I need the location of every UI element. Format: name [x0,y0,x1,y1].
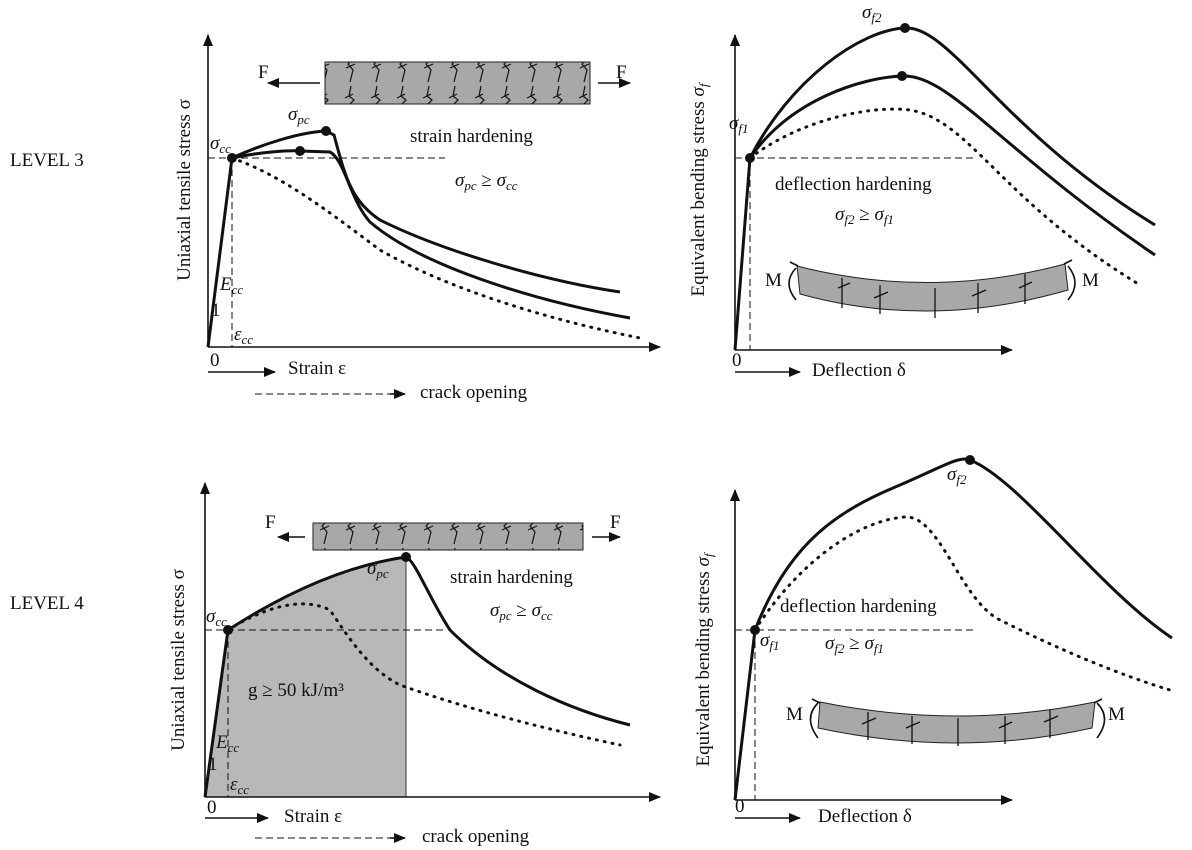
x-axis-label: Deflection δ [818,806,912,827]
point-label: σf1 [729,113,749,136]
bending-panel-level3 [730,23,1156,377]
moment-label: M [1108,704,1125,725]
origin-label: 0 [207,797,217,818]
point-label: σcc [206,606,227,629]
x-axis-label: Strain ε [284,806,342,827]
annotation: g ≥ 50 kJ/m³ [248,680,344,701]
annotation: σf2 ≥ σf1 [825,633,884,656]
point-label: σf2 [947,464,967,487]
x-axis-label: crack opening [420,382,528,403]
tensile-panel-level3 [203,34,661,399]
label: εcc [230,774,249,797]
annotation: σpc ≥ σcc [490,600,553,623]
force-label: F [616,62,627,83]
label: εcc [234,324,253,347]
annotation: deflection hardening [780,596,937,617]
moment-label: M [1082,270,1099,291]
y-axis-label: Equivalent bending stress σf [688,81,711,296]
label: Ecc [219,274,243,297]
y-axis-label: Uniaxial tensile stress σ [168,569,189,751]
x-axis-label: Strain ε [288,358,346,379]
annotation: σpc ≥ σcc [455,170,518,193]
label: 1 [208,754,218,775]
origin-label: 0 [732,350,742,371]
tensile-panel-level4 [200,482,661,843]
force-label: F [265,512,276,533]
level-label: LEVEL 4 [10,593,84,614]
y-axis-label: Equivalent bending stress σf [693,551,716,766]
moment-label: M [765,270,782,291]
annotation: strain hardening [450,567,573,588]
annotation: strain hardening [410,126,533,147]
annotation: σf2 ≥ σf1 [835,204,894,227]
x-axis-label: crack opening [422,826,530,847]
x-axis-label: Deflection δ [812,360,906,381]
point-label: σcc [210,133,231,156]
origin-label: 0 [210,350,220,371]
moment-label: M [786,704,803,725]
origin-label: 0 [735,796,745,817]
point-label: σf2 [862,2,882,25]
point-label: σpc [367,558,389,581]
force-label: F [258,62,269,83]
label: Ecc [215,732,239,755]
point-label: σf1 [760,630,780,653]
annotation: deflection hardening [775,174,932,195]
y-axis-label: Uniaxial tensile stress σ [174,99,195,281]
labels: LEVEL 3 Uniaxial tensile stress σ Strain ε… [10,2,1125,847]
force-label: F [610,512,621,533]
label: 1 [211,300,221,321]
point-label: σpc [288,104,310,127]
level-label: LEVEL 3 [10,150,84,171]
bending-panel-level4 [730,455,1173,823]
